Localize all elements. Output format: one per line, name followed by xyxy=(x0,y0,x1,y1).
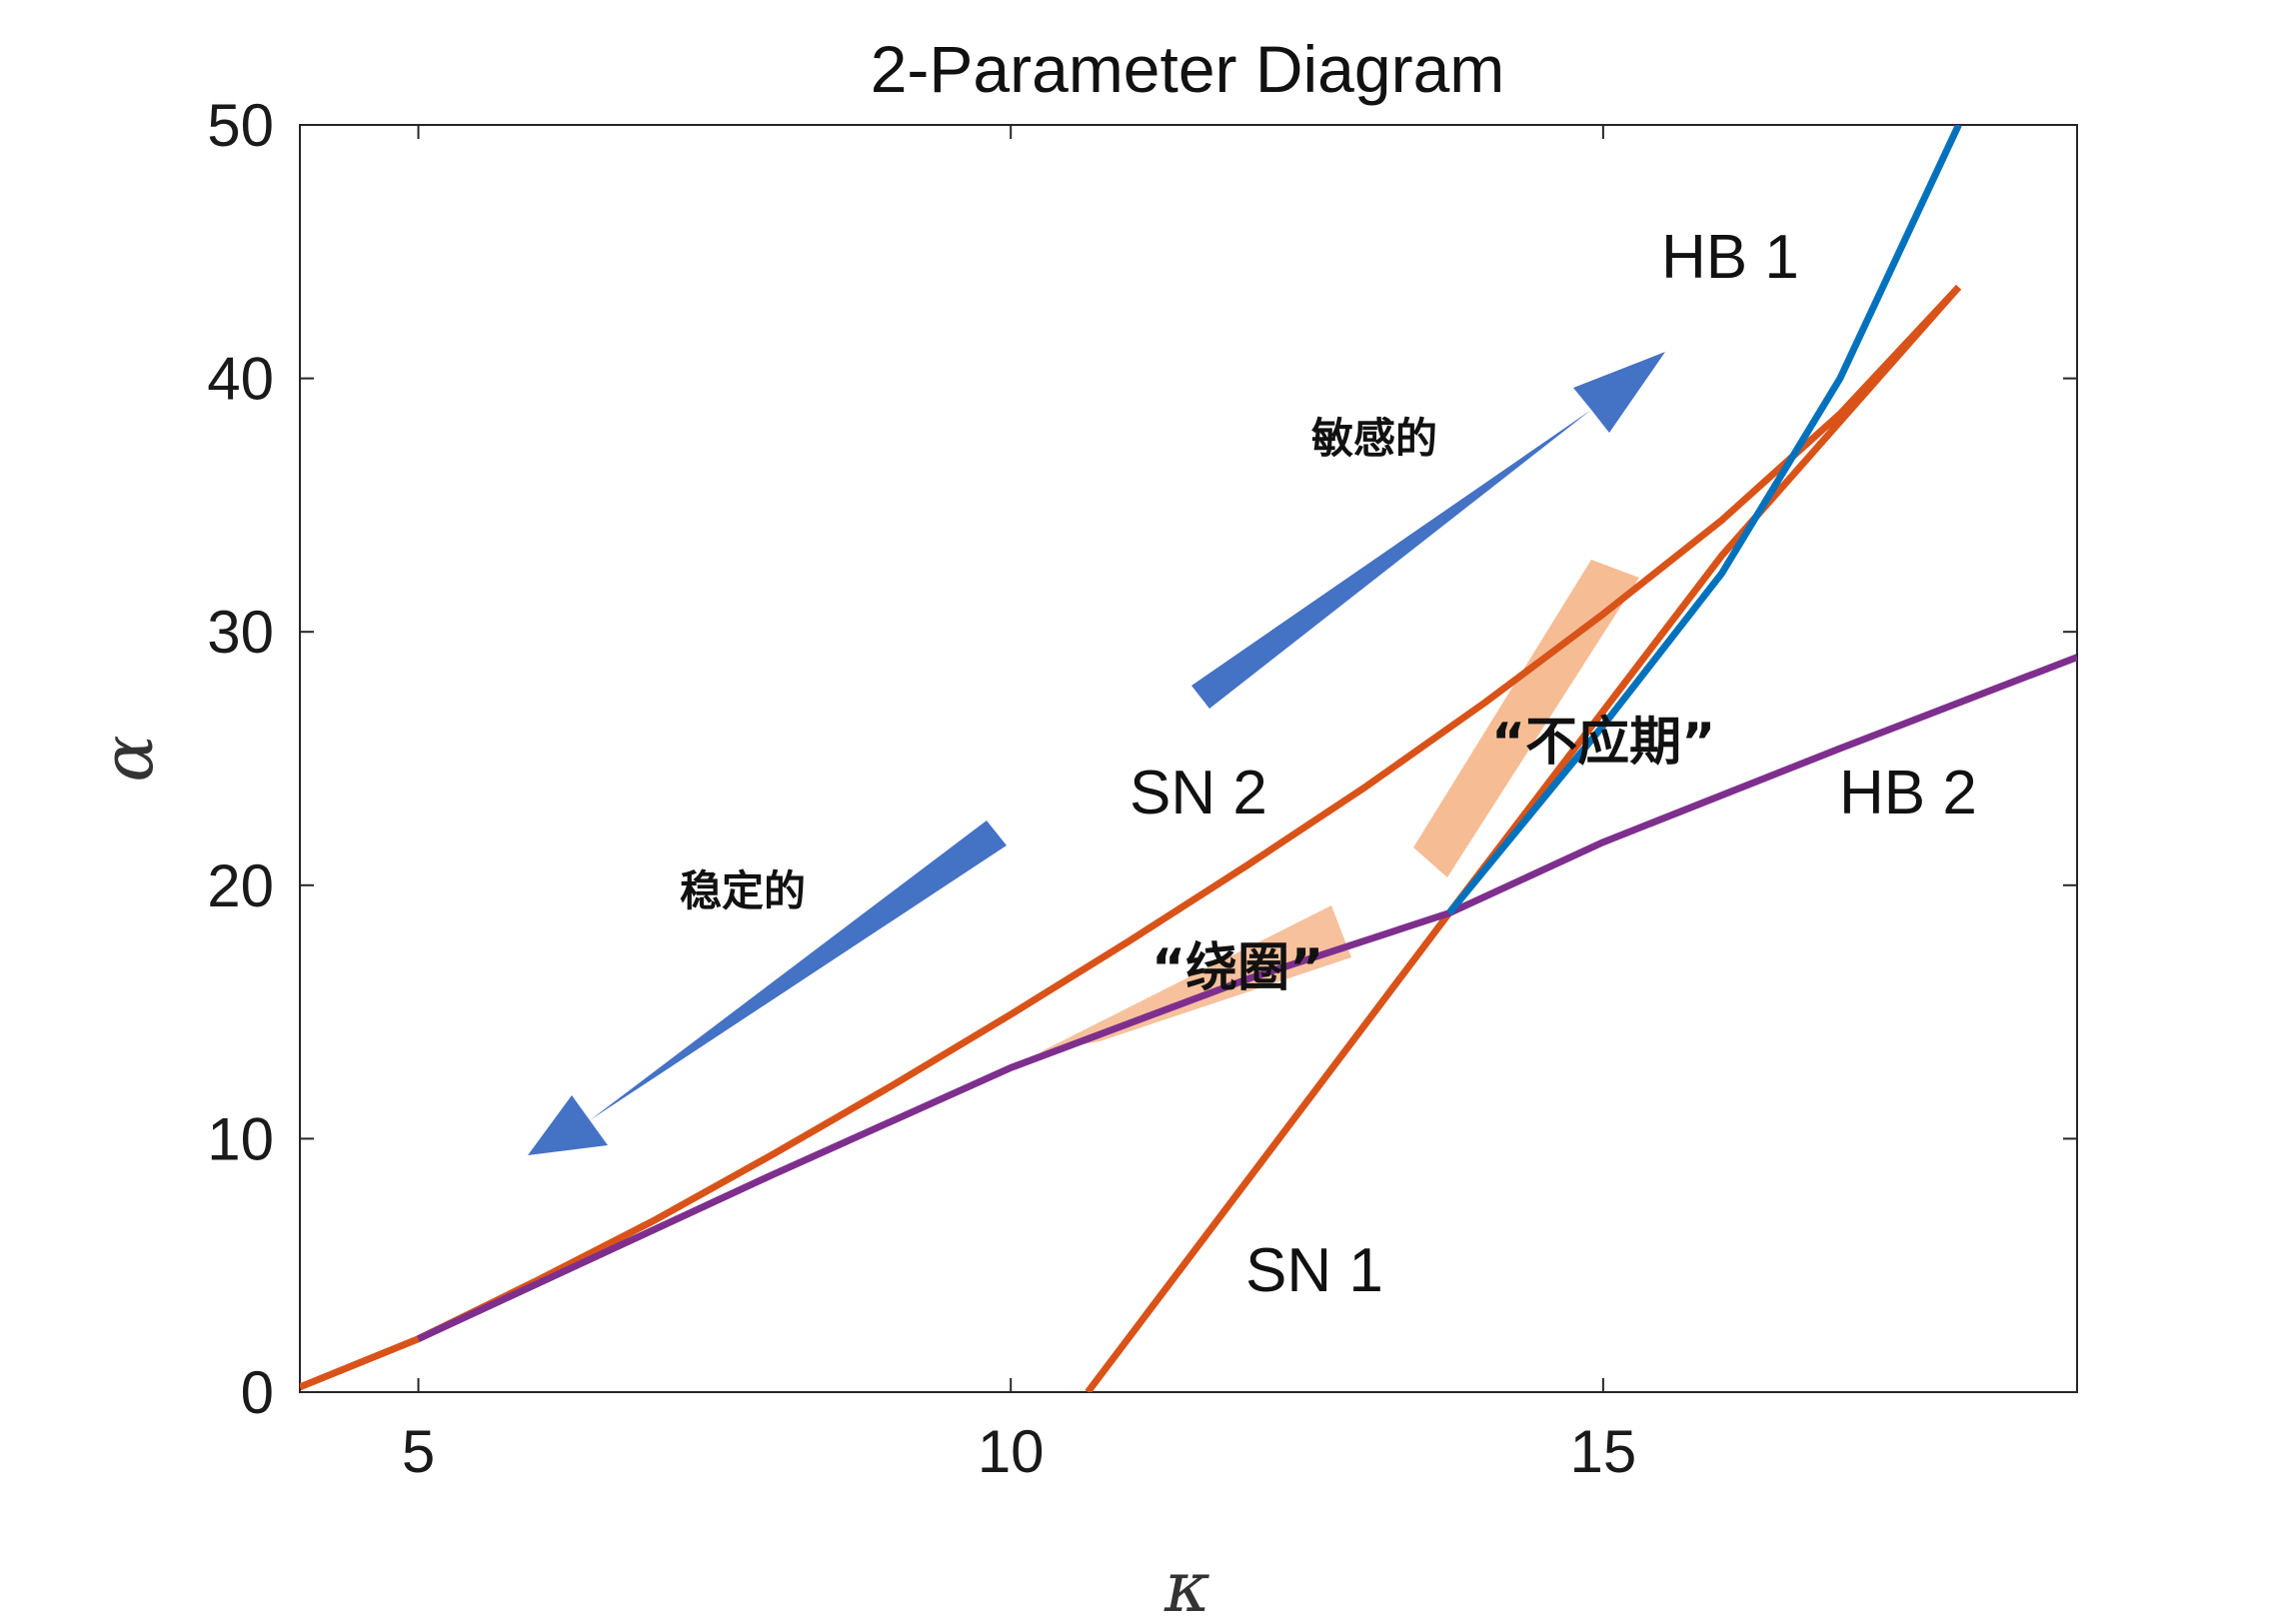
x-tick-label: 15 xyxy=(1569,1418,1636,1485)
axis-ticks xyxy=(300,124,2077,1393)
winding-highlight xyxy=(1040,905,1351,1052)
y-tick-label: 40 xyxy=(207,346,274,413)
annotation-refractory: “不应期” xyxy=(1491,713,1715,773)
x-tick-label: 5 xyxy=(402,1418,435,1485)
x-tick-labels: 5 10 15 xyxy=(402,1418,1636,1485)
annotation-sensitive: 敏感的 xyxy=(1311,414,1437,463)
x-tick-label: 10 xyxy=(978,1418,1045,1485)
label-hb2: HB 2 xyxy=(1839,759,1977,827)
y-tick-label: 50 xyxy=(207,92,274,159)
y-tick-labels: 0 10 20 30 40 50 xyxy=(207,92,274,1426)
series-lines xyxy=(300,125,2077,1392)
series-line-sn1 xyxy=(1085,284,1962,1392)
y-tick-label: 10 xyxy=(207,1105,274,1172)
y-tick-label: 20 xyxy=(207,852,274,919)
chart-title: 2-Parameter Diagram xyxy=(871,32,1505,106)
y-tick-label: 0 xyxy=(241,1359,274,1426)
y-axis-label: α xyxy=(87,735,169,782)
series-line-hb1 xyxy=(1446,125,1962,915)
label-sn1: SN 1 xyxy=(1245,1236,1383,1305)
label-sn2: SN 2 xyxy=(1130,759,1267,827)
series-line-hb2 xyxy=(417,654,2077,1342)
annotation-stable: 稳定的 xyxy=(680,866,806,915)
stable-arrow xyxy=(528,820,1007,1155)
label-hb1: HB 1 xyxy=(1661,223,1799,292)
series-line-sn2 xyxy=(300,284,1962,1391)
x-axis-label: κ xyxy=(1163,1546,1210,1624)
highlights xyxy=(1040,560,1639,1052)
annotation-winding: “绕圈” xyxy=(1151,938,1323,998)
sensitive-arrow xyxy=(1191,352,1665,709)
refractory-highlight xyxy=(1413,560,1639,877)
y-tick-label: 30 xyxy=(207,599,274,666)
plot-area xyxy=(299,124,2078,1393)
